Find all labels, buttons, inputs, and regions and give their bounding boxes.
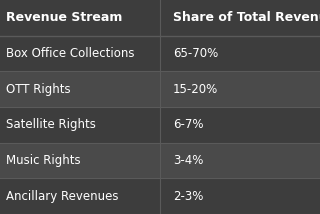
Text: Ancillary Revenues: Ancillary Revenues bbox=[6, 190, 119, 203]
Bar bbox=[0, 107, 320, 143]
Text: 15-20%: 15-20% bbox=[173, 83, 218, 96]
Text: 2-3%: 2-3% bbox=[173, 190, 203, 203]
Text: 6-7%: 6-7% bbox=[173, 118, 203, 131]
Text: Share of Total Revenue: Share of Total Revenue bbox=[173, 11, 320, 24]
Text: 65-70%: 65-70% bbox=[173, 47, 218, 60]
Bar bbox=[0, 178, 320, 214]
Text: Revenue Stream: Revenue Stream bbox=[6, 11, 123, 24]
Bar bbox=[0, 143, 320, 178]
Text: Box Office Collections: Box Office Collections bbox=[6, 47, 135, 60]
Bar bbox=[0, 0, 320, 36]
Bar bbox=[0, 71, 320, 107]
Text: OTT Rights: OTT Rights bbox=[6, 83, 71, 96]
Text: Satellite Rights: Satellite Rights bbox=[6, 118, 96, 131]
Text: Music Rights: Music Rights bbox=[6, 154, 81, 167]
Bar bbox=[0, 36, 320, 71]
Text: 3-4%: 3-4% bbox=[173, 154, 203, 167]
